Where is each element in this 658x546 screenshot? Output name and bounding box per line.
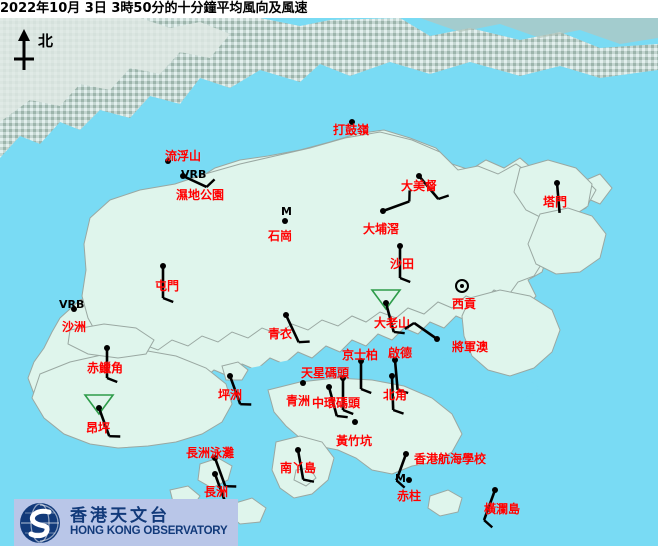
station-dot: [434, 336, 440, 342]
hko-name-cn: 香港天文台: [70, 505, 170, 526]
station-dot: [406, 477, 412, 483]
svg-text:北: 北: [38, 32, 53, 50]
station-dot: [397, 243, 403, 249]
calm-wind-label: M: [395, 472, 406, 485]
station-label-wetland-park: 濕地公園: [176, 188, 225, 202]
station-label-hk-sea-school: 香港航海學校: [414, 452, 487, 466]
station-label-tsing-chau: 青洲: [286, 394, 311, 408]
hko-name-en: HONG KONG OBSERVATORY: [70, 525, 228, 538]
station-dot: [554, 180, 560, 186]
basemap-graphic: [0, 18, 658, 546]
station-label-tai-mei-tuk: 大美督: [401, 179, 438, 193]
station-dot: [165, 158, 171, 164]
station-dot: [96, 405, 102, 411]
station-dot: [383, 300, 389, 306]
station-label-kings-park: 京士柏: [342, 348, 379, 362]
station-label-stanley: 赤柱: [397, 489, 422, 503]
station-label-tai-po-kau: 大埔滘: [363, 222, 400, 236]
station-label-sha-chau: 沙洲: [62, 320, 87, 334]
station-label-central-pier: 中環碼頭: [312, 396, 361, 410]
station-label-waglan-island: 橫瀾島: [484, 502, 521, 516]
variable-wind-label: VRB: [181, 168, 207, 181]
station-dot: [283, 312, 289, 318]
hko-logo: 香港天文台 HONG KONG OBSERVATORY: [14, 499, 238, 546]
calm-wind-label: M: [281, 205, 292, 218]
hko-logo-icon: [20, 502, 60, 543]
page-title: 2022年10月 3日 3時50分的十分鐘平均風向及風速: [0, 0, 658, 18]
map-canvas: 北 VRB 流浮山濕地公園 打鼓嶺大美督塔門 M 石崗 大埔滘沙田屯門西貢 VRB 沙洲 大老山…: [0, 18, 658, 546]
station-label-tap-mun: 塔門: [543, 195, 568, 209]
hko-logo-text: 香港天文台 HONG KONG OBSERVATORY: [70, 505, 228, 538]
station-dot: [212, 471, 218, 477]
station-dot: [403, 451, 409, 457]
station-label-ngong-ping: 昂坪: [86, 421, 111, 435]
station-dot: [352, 419, 358, 425]
station-label-cheung-chau: 長洲: [204, 485, 229, 499]
station-dot: [180, 173, 186, 179]
station-dot: [295, 447, 301, 453]
station-label-wong-chuk-hang: 黃竹坑: [336, 434, 373, 448]
station-dot: [380, 208, 386, 214]
station-label-tsing-yi: 青衣: [268, 327, 293, 341]
station-dot: [492, 487, 498, 493]
station-label-cheung-chau-beach: 長洲泳灘: [186, 446, 235, 460]
station-dot: [282, 218, 288, 224]
station-dot: [326, 384, 332, 390]
station-label-lamma-island: 南丫島: [280, 461, 317, 475]
station-label-star-ferry: 天星碼頭: [301, 366, 350, 380]
station-dot: [227, 373, 233, 379]
station-dot: [71, 306, 77, 312]
station-label-north-point: 北角: [383, 388, 408, 402]
station-label-shek-kong: 石崗: [268, 229, 293, 243]
station-label-lau-fau-shan: 流浮山: [165, 149, 202, 163]
north-arrow-icon: 北: [14, 29, 53, 70]
station-label-tseung-kwan-o: 將軍澳: [452, 340, 489, 354]
station-label-sai-kung: 西貢: [452, 297, 477, 311]
station-label-ta-kwu-ling: 打鼓嶺: [333, 123, 370, 137]
variable-wind-label: VRB: [59, 298, 85, 311]
station-label-tuen-mun: 屯門: [155, 279, 180, 293]
station-label-kai-tak: 啟德: [388, 346, 413, 360]
station-label-sha-tin: 沙田: [390, 257, 415, 271]
station-label-chek-lap-kok: 赤鱲角: [87, 361, 124, 375]
station-dot: [160, 263, 166, 269]
calm-wind-icon: [455, 279, 469, 293]
station-dot: [104, 345, 110, 351]
station-dot: [389, 373, 395, 379]
station-dot: [300, 380, 306, 386]
station-dot: [349, 119, 355, 125]
station-label-tate-s-cairn: 大老山: [374, 316, 411, 330]
station-label-peng-chau: 坪洲: [218, 388, 243, 402]
